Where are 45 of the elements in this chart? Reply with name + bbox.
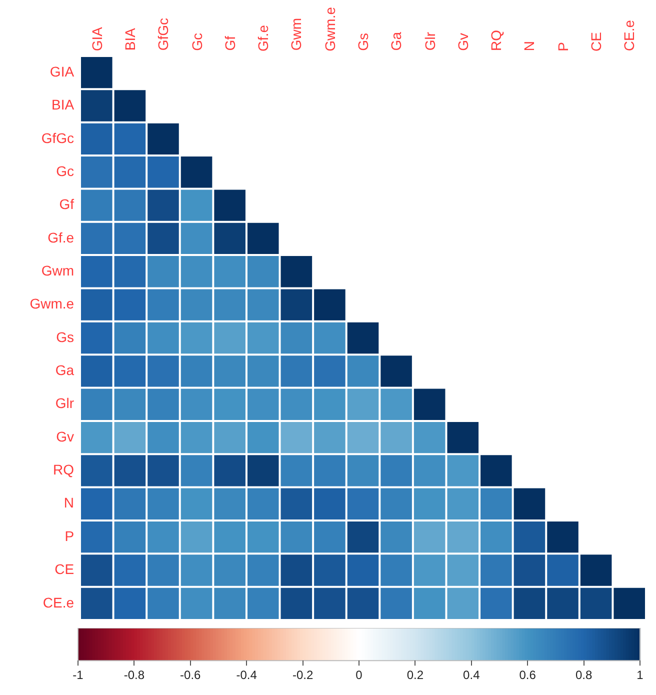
x-tick-label: GIA xyxy=(88,26,105,51)
y-tick-label: Gc xyxy=(56,162,74,179)
x-tick-label: Gf xyxy=(222,36,238,51)
x-tick-label: Gwm.e xyxy=(322,6,338,51)
color-bar-label: -0.8 xyxy=(124,668,145,682)
color-bar-label: -0.6 xyxy=(180,668,202,682)
x-tick-label: CE.e xyxy=(621,20,638,51)
x-tick-label: Gwm xyxy=(288,18,304,51)
x-tick-label: P xyxy=(554,42,571,51)
color-bar-label: -1 xyxy=(72,668,84,682)
x-tick-label: Gv xyxy=(454,33,471,51)
y-tick-label: Gv xyxy=(56,428,74,444)
x-tick-label: Ga xyxy=(388,32,404,51)
y-tick-label: Glr xyxy=(55,395,74,412)
x-tick-label: Gc xyxy=(188,33,205,51)
x-tick-label: Gs xyxy=(355,33,371,51)
y-tick-label: Gf xyxy=(59,196,74,212)
color-bar-label: -0.2 xyxy=(292,668,314,682)
color-bar-label: 0 xyxy=(356,668,363,682)
y-tick-label: Gwm xyxy=(41,262,74,279)
y-tick-label: RQ xyxy=(53,462,74,478)
y-tick-label: GIA xyxy=(50,63,75,80)
x-tick-label: Glr xyxy=(422,32,438,51)
y-tick-label: Gf.e xyxy=(48,229,74,246)
y-tick-label: Ga xyxy=(55,362,74,378)
color-bar-label: 0.8 xyxy=(575,668,592,682)
color-bar-label: 0.2 xyxy=(406,668,424,682)
color-bar-label: 0.6 xyxy=(519,668,536,682)
y-tick-label: Gwm.e xyxy=(30,296,74,312)
y-tick-label: Gs xyxy=(56,328,74,345)
color-bar-label: 1 xyxy=(636,668,644,682)
x-tick-label: GfGc xyxy=(155,18,172,51)
y-tick-label: N xyxy=(64,494,74,511)
color-bar-label: -0.4 xyxy=(236,668,258,682)
x-tick-label: RQ xyxy=(488,30,504,51)
x-tick-label: BIA xyxy=(122,28,138,51)
x-tick-label: Gf.e xyxy=(255,24,272,51)
x-tick-label: CE xyxy=(588,32,604,51)
color-bar-label: 0.4 xyxy=(463,668,480,682)
y-tick-label: GfGc xyxy=(41,130,74,146)
y-tick-label: CE xyxy=(54,561,74,578)
y-tick-label: BIA xyxy=(51,96,75,113)
y-tick-label: CE.e xyxy=(42,594,74,610)
x-tick-label: N xyxy=(521,40,538,51)
y-tick-label: P xyxy=(64,528,74,544)
